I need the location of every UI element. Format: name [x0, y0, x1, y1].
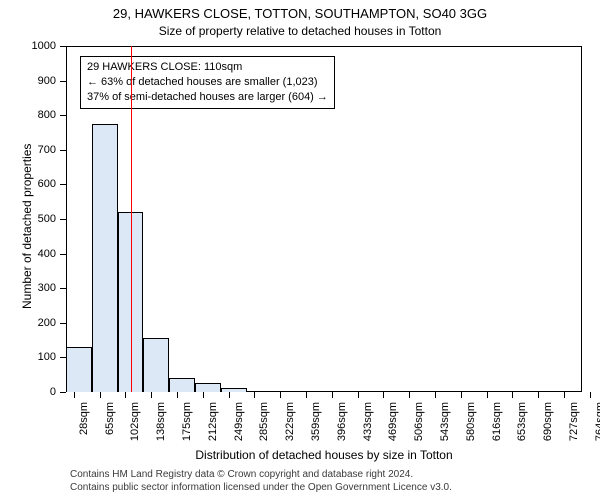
ytick-mark — [60, 150, 66, 151]
xtick-label: 469sqm — [387, 402, 399, 454]
xtick-mark — [229, 392, 230, 398]
ytick-label: 300 — [22, 282, 56, 294]
annotation-line: 37% of semi-detached houses are larger (… — [87, 90, 328, 105]
ytick-label: 1000 — [22, 40, 56, 52]
ytick-label: 200 — [22, 317, 56, 329]
xtick-mark — [203, 392, 204, 398]
ytick-label: 900 — [22, 75, 56, 87]
xtick-label: 616sqm — [491, 402, 503, 454]
xtick-label: 28sqm — [78, 402, 90, 454]
xtick-mark — [125, 392, 126, 398]
xtick-label: 359sqm — [310, 402, 322, 454]
xtick-mark — [538, 392, 539, 398]
ytick-mark — [60, 323, 66, 324]
xtick-mark — [435, 392, 436, 398]
annotation-box: 29 HAWKERS CLOSE: 110sqm ← 63% of detach… — [80, 56, 335, 109]
chart-title-main: 29, HAWKERS CLOSE, TOTTON, SOUTHAMPTON, … — [0, 6, 600, 21]
xtick-label: 285sqm — [258, 402, 270, 454]
xtick-mark — [306, 392, 307, 398]
footer-line: Contains HM Land Registry data © Crown c… — [70, 468, 452, 481]
xtick-label: 138sqm — [155, 402, 167, 454]
ytick-mark — [60, 115, 66, 116]
xtick-label: 396sqm — [336, 402, 348, 454]
xtick-mark — [461, 392, 462, 398]
xtick-label: 764sqm — [594, 402, 600, 454]
ytick-label: 0 — [22, 386, 56, 398]
xtick-label: 212sqm — [207, 402, 219, 454]
xtick-mark — [590, 392, 591, 398]
xtick-mark — [564, 392, 565, 398]
footer-attribution: Contains HM Land Registry data © Crown c… — [70, 468, 452, 494]
chart-container: 29, HAWKERS CLOSE, TOTTON, SOUTHAMPTON, … — [0, 0, 600, 500]
x-axis-label: Distribution of detached houses by size … — [66, 448, 582, 462]
xtick-label: 727sqm — [568, 402, 580, 454]
xtick-mark — [358, 392, 359, 398]
annotation-line: ← 63% of detached houses are smaller (1,… — [87, 75, 328, 90]
xtick-mark — [409, 392, 410, 398]
histogram-bar — [66, 347, 92, 392]
xtick-label: 543sqm — [439, 402, 451, 454]
chart-title-sub: Size of property relative to detached ho… — [0, 24, 600, 38]
ytick-mark — [60, 46, 66, 47]
xtick-mark — [151, 392, 152, 398]
annotation-line: 29 HAWKERS CLOSE: 110sqm — [87, 60, 328, 75]
xtick-label: 580sqm — [465, 402, 477, 454]
xtick-mark — [100, 392, 101, 398]
xtick-mark — [487, 392, 488, 398]
footer-line: Contains public sector information licen… — [70, 481, 452, 494]
ytick-mark — [60, 81, 66, 82]
xtick-mark — [512, 392, 513, 398]
histogram-bar — [195, 383, 221, 392]
histogram-bar — [143, 338, 169, 392]
xtick-mark — [332, 392, 333, 398]
xtick-mark — [74, 392, 75, 398]
xtick-mark — [177, 392, 178, 398]
xtick-label: 102sqm — [129, 402, 141, 454]
histogram-bar — [92, 124, 118, 392]
ytick-label: 700 — [22, 144, 56, 156]
ytick-label: 600 — [22, 178, 56, 190]
reference-line — [131, 46, 132, 392]
ytick-mark — [60, 288, 66, 289]
xtick-label: 65sqm — [104, 402, 116, 454]
ytick-mark — [60, 392, 66, 393]
xtick-label: 690sqm — [542, 402, 554, 454]
ytick-label: 400 — [22, 248, 56, 260]
xtick-label: 249sqm — [233, 402, 245, 454]
xtick-label: 653sqm — [516, 402, 528, 454]
xtick-mark — [383, 392, 384, 398]
xtick-label: 433sqm — [362, 402, 374, 454]
ytick-label: 100 — [22, 351, 56, 363]
ytick-mark — [60, 184, 66, 185]
xtick-label: 322sqm — [284, 402, 296, 454]
xtick-label: 175sqm — [181, 402, 193, 454]
ytick-mark — [60, 219, 66, 220]
xtick-mark — [280, 392, 281, 398]
ytick-label: 500 — [22, 213, 56, 225]
xtick-mark — [254, 392, 255, 398]
ytick-label: 800 — [22, 109, 56, 121]
histogram-bar — [169, 378, 195, 392]
ytick-mark — [60, 254, 66, 255]
histogram-bar — [221, 388, 247, 392]
xtick-label: 506sqm — [413, 402, 425, 454]
